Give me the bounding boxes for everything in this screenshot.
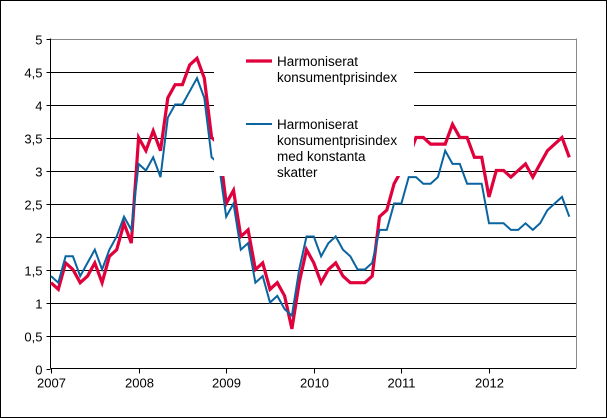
y-tick-label: 2,5: [24, 198, 42, 213]
legend: HarmoniseratkonsumentprisindexHarmoniser…: [214, 44, 414, 180]
y-tick-label: 0: [35, 363, 42, 378]
x-tick-label: 2011: [388, 376, 416, 391]
y-tick-label: 4,5: [24, 66, 42, 81]
y-tick-label: 5: [35, 33, 42, 48]
y-tick-label: 0,5: [24, 330, 42, 345]
legend-background: [214, 44, 414, 176]
series-line-hicp-constant-taxes: [50, 75, 571, 318]
y-tick-label: 1,5: [24, 264, 42, 279]
y-tick-label: 4: [35, 99, 42, 114]
x-tick-label: 2009: [212, 376, 241, 391]
x-tick-label: 2007: [37, 376, 66, 391]
x-tick-label: 2008: [125, 376, 154, 391]
series-lines: [49, 55, 571, 330]
y-tick-label: 1: [35, 297, 42, 312]
x-tick-label: 2010: [300, 376, 329, 391]
legend-label: skatter: [277, 165, 318, 180]
y-tick-label: 3: [35, 165, 42, 180]
legend-label: konsumentprisindex: [277, 133, 397, 148]
legend-label: konsumentprisindex: [277, 70, 397, 85]
y-tick-label: 3,5: [24, 132, 42, 147]
x-tick-label: 2012: [475, 376, 504, 391]
axes: 0 0,5 1 1,5 2 2,5 3 3,5 4 4,5 5 2007 2008 2009 2010 201…: [24, 33, 577, 391]
y-tick-label: 2: [35, 231, 42, 246]
series-line-hicp: [49, 55, 571, 330]
legend-label: Harmoniserat: [277, 117, 358, 132]
legend-label: med konstanta: [277, 149, 366, 164]
legend-label: Harmoniserat: [277, 54, 358, 69]
